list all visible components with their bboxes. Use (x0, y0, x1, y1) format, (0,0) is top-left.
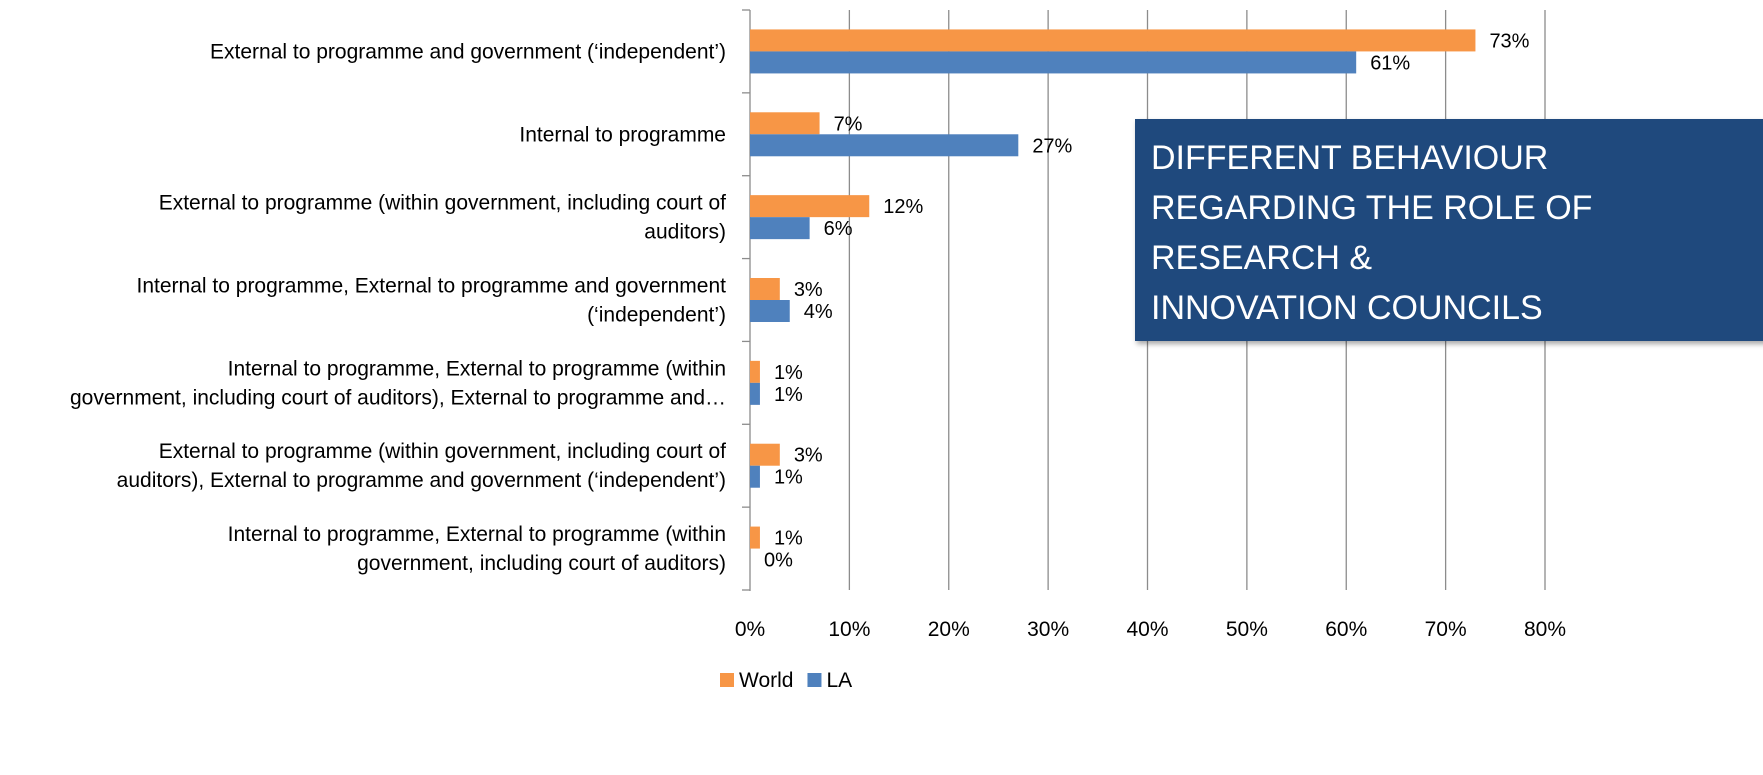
bar-la (750, 51, 1357, 74)
x-tick-labels: 0% 10% 20% 30% 40% 50% 60% 70% 80% (735, 618, 1566, 641)
bar-la (750, 465, 760, 488)
data-label-world: 3% (794, 279, 823, 301)
bar-world (750, 29, 1476, 52)
callout-line-1: DIFFERENT BEHAVIOUR (1151, 139, 1549, 177)
bar-world (750, 443, 780, 466)
bar-la (750, 382, 760, 405)
callout-line-2: REGARDING THE ROLE OF (1151, 189, 1593, 227)
category-label: External to programme (within government… (159, 192, 726, 215)
bar-world (750, 112, 820, 135)
data-label-la: 1% (774, 384, 803, 406)
callout-line-4: INNOVATION COUNCILS (1151, 289, 1543, 327)
category-label: auditors), External to programme and gov… (117, 469, 726, 492)
callout-line-3: RESEARCH & (1151, 239, 1373, 277)
x-tick-label: 10% (828, 618, 870, 641)
category-label: Internal to programme, External to progr… (228, 357, 726, 380)
legend: World LA (720, 669, 852, 692)
category-label: External to programme and government (‘i… (210, 40, 726, 63)
bar-world (750, 360, 760, 383)
data-label-world: 12% (883, 196, 923, 218)
x-tick-label: 80% (1524, 618, 1566, 641)
data-label-world: 3% (794, 445, 823, 467)
data-label-la: 1% (774, 467, 803, 489)
data-label-world: 1% (774, 528, 803, 550)
data-label-la: 27% (1032, 135, 1072, 157)
category-labels: External to programme and government (‘i… (70, 40, 726, 575)
x-tick-label: 60% (1325, 618, 1367, 641)
data-label-world: 73% (1489, 30, 1529, 52)
x-tick-label: 20% (928, 618, 970, 641)
bar-la (750, 134, 1019, 157)
category-label: Internal to programme, External to progr… (228, 523, 726, 546)
x-tick-label: 50% (1226, 618, 1268, 641)
category-label: Internal to programme (519, 123, 726, 146)
bars (750, 29, 1476, 549)
category-label: (‘independent’) (587, 304, 726, 327)
data-label-la: 0% (764, 550, 793, 572)
category-label: government, including court of auditors)… (70, 386, 726, 409)
bar-la (750, 300, 790, 322)
category-label: External to programme (within government… (159, 440, 726, 463)
callout-box: DIFFERENT BEHAVIOUR REGARDING THE ROLE O… (1135, 119, 1763, 341)
x-tick-label: 0% (735, 618, 765, 641)
data-labels: 73%61%7%27%12%6%3%4%1%1%3%1%1%0% (764, 30, 1530, 571)
bar-world (750, 526, 760, 549)
bar-world (750, 278, 780, 300)
legend-label-la: LA (826, 669, 852, 692)
data-label-la: 61% (1370, 52, 1410, 74)
legend-swatch-world (720, 673, 734, 687)
legend-swatch-la (807, 673, 822, 687)
x-tick-label: 30% (1027, 618, 1069, 641)
category-label: auditors) (644, 221, 726, 244)
category-label: government, including court of auditors) (357, 552, 726, 575)
x-tick-label: 70% (1425, 618, 1467, 641)
bar-la (750, 217, 810, 240)
data-label-world: 1% (774, 362, 803, 384)
data-label-world: 7% (834, 113, 863, 135)
data-label-la: 6% (824, 218, 853, 240)
data-label-la: 4% (804, 301, 833, 323)
category-label: Internal to programme, External to progr… (137, 275, 727, 298)
x-tick-label: 40% (1126, 618, 1168, 641)
bar-world (750, 195, 870, 218)
legend-label-world: World (739, 669, 793, 692)
value-axis (742, 9, 751, 591)
